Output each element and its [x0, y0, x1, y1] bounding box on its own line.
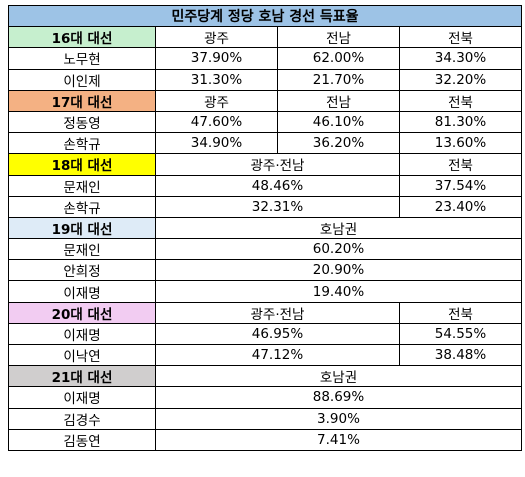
vote-share: 32.20%	[399, 68, 522, 91]
region-header: 광주	[155, 26, 278, 49]
candidate-name: 이재명	[8, 280, 156, 303]
vote-share: 60.20%	[155, 238, 522, 261]
table-row: 이재명 88.69%	[8, 386, 522, 409]
table-row: 문재인 48.46% 37.54%	[8, 174, 522, 197]
election-label-21: 21대 대선	[8, 365, 156, 388]
vote-share: 54.55%	[399, 322, 522, 346]
title-row: 민주당계 정당 호남 경선 득표율	[8, 4, 522, 28]
section-header-17: 17대 대선 광주 전남 전북	[8, 89, 522, 112]
candidate-name: 문재인	[8, 174, 156, 197]
vote-share: 81.30%	[399, 110, 522, 134]
table-row: 문재인 60.20%	[8, 238, 522, 261]
candidate-name: 손학규	[8, 195, 156, 218]
vote-share: 13.60%	[399, 132, 522, 155]
vote-share: 38.48%	[399, 343, 522, 367]
vote-share: 46.95%	[155, 322, 400, 346]
table-row: 이인제 31.30% 21.70% 32.20%	[8, 68, 522, 91]
vote-share-table: 민주당계 정당 호남 경선 득표율 16대 대선 광주 전남 전북 노무현 37…	[8, 4, 522, 451]
vote-share: 31.30%	[155, 68, 278, 91]
candidate-name: 이인제	[8, 68, 156, 91]
region-header: 전남	[277, 26, 400, 49]
vote-share: 20.90%	[155, 259, 522, 282]
candidate-name: 이재명	[8, 322, 156, 346]
region-header: 광주	[155, 89, 278, 112]
vote-share: 62.00%	[277, 47, 400, 70]
section-header-18: 18대 대선 광주·전남 전북	[8, 153, 522, 176]
vote-share: 88.69%	[155, 386, 522, 409]
vote-share: 46.10%	[277, 110, 400, 134]
vote-share: 47.12%	[155, 343, 400, 367]
vote-share: 3.90%	[155, 407, 522, 430]
region-header: 전남	[277, 89, 400, 112]
vote-share: 48.46%	[155, 174, 400, 197]
candidate-name: 김동연	[8, 428, 156, 451]
vote-share: 34.90%	[155, 132, 278, 155]
table-row: 이재명 19.40%	[8, 280, 522, 303]
table-title: 민주당계 정당 호남 경선 득표율	[8, 4, 522, 28]
candidate-name: 노무현	[8, 47, 156, 70]
region-header: 광주·전남	[155, 153, 400, 176]
section-header-20: 20대 대선 광주·전남 전북	[8, 301, 522, 324]
election-label-20: 20대 대선	[8, 301, 156, 324]
vote-share: 37.90%	[155, 47, 278, 70]
section-header-21: 21대 대선 호남권	[8, 365, 522, 388]
table-row: 이낙연 47.12% 38.48%	[8, 343, 522, 367]
region-header: 전북	[399, 301, 522, 324]
region-header: 전북	[399, 89, 522, 112]
vote-share: 34.30%	[399, 47, 522, 70]
vote-share: 36.20%	[277, 132, 400, 155]
table-row: 노무현 37.90% 62.00% 34.30%	[8, 47, 522, 70]
table-row: 이재명 46.95% 54.55%	[8, 322, 522, 346]
table-row: 김경수 3.90%	[8, 407, 522, 430]
election-label-16: 16대 대선	[8, 26, 156, 49]
candidate-name: 정동영	[8, 110, 156, 134]
vote-share: 23.40%	[399, 195, 522, 218]
region-header: 전북	[399, 26, 522, 49]
vote-share: 37.54%	[399, 174, 522, 197]
region-header: 전북	[399, 153, 522, 176]
vote-share: 19.40%	[155, 280, 522, 303]
region-header: 광주·전남	[155, 301, 400, 324]
table-row: 안희정 20.90%	[8, 259, 522, 282]
region-header: 호남권	[155, 216, 522, 240]
candidate-name: 안희정	[8, 259, 156, 282]
vote-share: 32.31%	[155, 195, 400, 218]
candidate-name: 이재명	[8, 386, 156, 409]
election-label-18: 18대 대선	[8, 153, 156, 176]
section-header-16: 16대 대선 광주 전남 전북	[8, 26, 522, 49]
table-row: 손학규 32.31% 23.40%	[8, 195, 522, 218]
candidate-name: 김경수	[8, 407, 156, 430]
election-label-17: 17대 대선	[8, 89, 156, 112]
vote-share: 7.41%	[155, 428, 522, 451]
vote-share: 21.70%	[277, 68, 400, 91]
table-row: 손학규 34.90% 36.20% 13.60%	[8, 132, 522, 155]
vote-share: 47.60%	[155, 110, 278, 134]
candidate-name: 이낙연	[8, 343, 156, 367]
table-row: 정동영 47.60% 46.10% 81.30%	[8, 110, 522, 134]
region-header: 호남권	[155, 365, 522, 388]
election-label-19: 19대 대선	[8, 216, 156, 240]
candidate-name: 손학규	[8, 132, 156, 155]
section-header-19: 19대 대선 호남권	[8, 216, 522, 240]
table-row: 김동연 7.41%	[8, 428, 522, 451]
candidate-name: 문재인	[8, 238, 156, 261]
